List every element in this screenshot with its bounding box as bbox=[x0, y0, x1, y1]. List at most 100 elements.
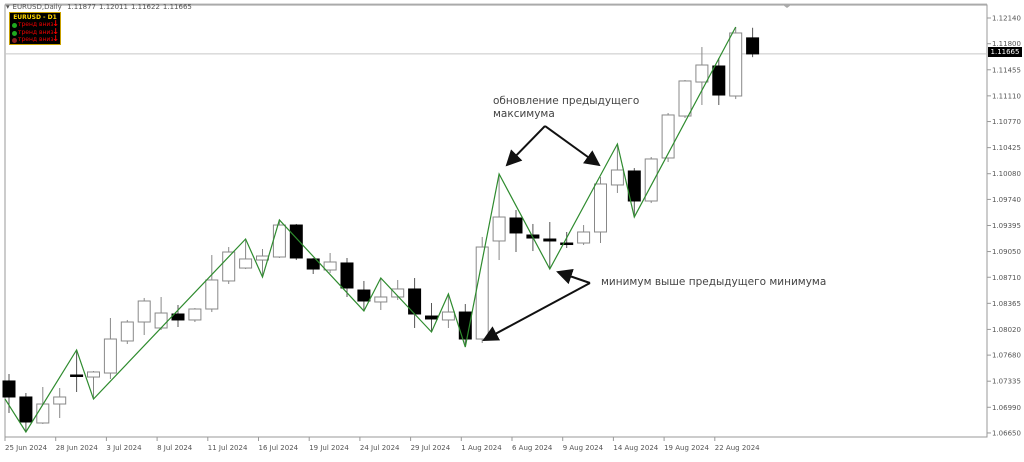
collapse-icon[interactable]: ▾ bbox=[6, 3, 10, 11]
bear-candle[interactable] bbox=[340, 262, 354, 289]
bull-candle[interactable] bbox=[391, 288, 405, 298]
chart-header: ▾ EURUSD,Daily 1.11877 1.12011 1.11622 1.116… bbox=[6, 3, 195, 11]
status-dot-icon bbox=[12, 23, 17, 29]
bear-candle[interactable] bbox=[70, 374, 84, 377]
bull-candle[interactable] bbox=[154, 312, 168, 329]
bull-candle[interactable] bbox=[441, 311, 455, 321]
symbol-label: EURUSD,Daily bbox=[12, 3, 62, 11]
current-price-tag: 1.11665 bbox=[988, 47, 1022, 57]
trend-row: тренд вниз ↓ bbox=[12, 26, 59, 36]
bull-candle[interactable] bbox=[695, 64, 709, 83]
bear-candle[interactable] bbox=[2, 380, 16, 398]
price-tick-label: 1.06990 bbox=[992, 404, 1021, 412]
bull-candle[interactable] bbox=[53, 396, 67, 405]
date-tick-label: 28 Jun 2024 bbox=[56, 444, 99, 452]
bull-candle[interactable] bbox=[103, 338, 117, 374]
date-tick-label: 16 Jul 2024 bbox=[259, 444, 299, 452]
annotation-arrow bbox=[556, 268, 591, 285]
bear-candle[interactable] bbox=[712, 65, 726, 96]
price-tick-label: 1.06650 bbox=[992, 429, 1021, 437]
price-tick-label: 1.09050 bbox=[992, 248, 1021, 256]
bull-candle[interactable] bbox=[678, 80, 692, 117]
low-value: 1.11622 bbox=[130, 3, 160, 11]
date-tick-label: 25 Jun 2024 bbox=[5, 444, 48, 452]
annotation-line: максимума bbox=[493, 108, 555, 120]
scroll-marker-icon bbox=[783, 5, 791, 8]
annotation-arrow bbox=[544, 125, 601, 167]
date-tick-label: 6 Aug 2024 bbox=[512, 444, 553, 452]
bear-candle[interactable] bbox=[627, 170, 641, 202]
bull-candle[interactable] bbox=[188, 308, 202, 321]
bull-candle[interactable] bbox=[239, 258, 253, 269]
bull-candle[interactable] bbox=[272, 224, 286, 258]
bear-candle[interactable] bbox=[19, 396, 33, 423]
bear-candle[interactable] bbox=[560, 242, 574, 246]
bull-candle[interactable] bbox=[323, 261, 337, 271]
annotation-arrow bbox=[482, 282, 591, 341]
date-tick-label: 14 Aug 2024 bbox=[613, 444, 658, 452]
bear-candle[interactable] bbox=[357, 289, 371, 302]
annotation-new-high: обновление предыдущего максимума bbox=[493, 95, 639, 121]
trend-label: тренд вниз bbox=[18, 28, 54, 36]
bull-candle[interactable] bbox=[577, 231, 591, 244]
trend-label: тренд вниз bbox=[18, 36, 54, 44]
price-tick-label: 1.11455 bbox=[992, 66, 1021, 74]
bear-candle[interactable] bbox=[425, 315, 438, 320]
date-tick-label: 1 Aug 2024 bbox=[461, 444, 502, 452]
arrow-down-icon: ↓ bbox=[52, 19, 59, 29]
date-tick-label: 24 Jul 2024 bbox=[360, 444, 400, 452]
bull-candle[interactable] bbox=[256, 255, 269, 261]
date-tick-label: 22 Aug 2024 bbox=[715, 444, 760, 452]
status-dot-icon bbox=[12, 30, 17, 36]
price-tick-label: 1.10425 bbox=[992, 144, 1021, 152]
price-tick-label: 1.08365 bbox=[992, 300, 1021, 308]
status-dot-icon bbox=[12, 38, 17, 44]
annotation-higher-low: минимум выше предыдущего минимума bbox=[601, 276, 827, 288]
bull-candle[interactable] bbox=[492, 216, 506, 242]
bull-candle[interactable] bbox=[374, 296, 388, 303]
date-tick-label: 8 Jul 2024 bbox=[157, 444, 193, 452]
bull-candle[interactable] bbox=[137, 300, 151, 323]
date-tick-label: 9 Aug 2024 bbox=[563, 444, 604, 452]
bull-candle[interactable] bbox=[120, 321, 134, 342]
bull-candle[interactable] bbox=[594, 183, 607, 233]
trend-label: тренд вниз bbox=[18, 21, 54, 29]
price-tick-label: 1.11800 bbox=[992, 40, 1021, 48]
date-tick-label: 3 Jul 2024 bbox=[106, 444, 142, 452]
bear-candle[interactable] bbox=[509, 217, 523, 234]
price-tick-label: 1.09395 bbox=[992, 222, 1021, 230]
open-value: 1.11877 bbox=[67, 3, 97, 11]
trend-indicator-panel: EURUSD - D1 тренд вниз ↓ тренд вниз ↓ трен… bbox=[9, 12, 61, 45]
bull-candle[interactable] bbox=[87, 371, 100, 378]
bear-candle[interactable] bbox=[306, 258, 320, 270]
annotation-arrow bbox=[505, 125, 546, 167]
bull-candle[interactable] bbox=[644, 158, 658, 202]
price-tick-label: 1.10770 bbox=[992, 118, 1021, 126]
date-tick-label: 29 Jul 2024 bbox=[411, 444, 451, 452]
bull-candle[interactable] bbox=[729, 32, 743, 97]
trend-row: тренд вниз ↓ bbox=[12, 19, 59, 29]
bull-candle[interactable] bbox=[36, 403, 50, 424]
bear-candle[interactable] bbox=[543, 238, 557, 242]
arrow-down-icon: ↓ bbox=[52, 26, 59, 36]
bear-candle[interactable] bbox=[746, 37, 760, 55]
bull-candle[interactable] bbox=[610, 169, 624, 186]
date-tick-label: 19 Jul 2024 bbox=[309, 444, 349, 452]
high-value: 1.12011 bbox=[99, 3, 128, 11]
bull-candle[interactable] bbox=[205, 279, 219, 310]
date-tick-label: 19 Aug 2024 bbox=[664, 444, 709, 452]
annotation-line: обновление предыдущего bbox=[493, 95, 640, 107]
zigzag-line bbox=[4, 26, 737, 434]
price-tick-label: 1.12140 bbox=[992, 15, 1021, 23]
arrow-down-icon: ↓ bbox=[52, 34, 59, 44]
price-tick-label: 1.09740 bbox=[992, 196, 1021, 204]
plot-frame bbox=[4, 4, 988, 438]
trend-row: тренд вниз ↓ bbox=[12, 34, 59, 44]
panel-title: EURUSD - D1 bbox=[13, 14, 57, 21]
bear-candle[interactable] bbox=[289, 224, 303, 259]
bull-candle[interactable] bbox=[661, 114, 675, 159]
date-tick-label: 11 Jul 2024 bbox=[208, 444, 248, 452]
close-value: 1.11665 bbox=[162, 3, 192, 11]
price-tick-label: 1.08020 bbox=[992, 326, 1021, 334]
